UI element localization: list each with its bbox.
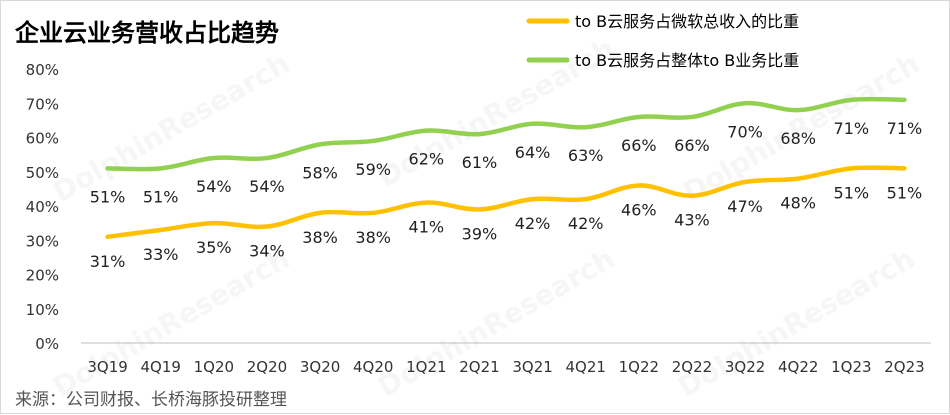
data-label: 58% bbox=[302, 163, 338, 182]
data-label: 42% bbox=[515, 214, 551, 233]
data-label: 38% bbox=[302, 228, 338, 247]
data-label: 59% bbox=[355, 160, 391, 179]
x-tick-label: 1Q22 bbox=[619, 358, 659, 376]
x-tick-label: 1Q20 bbox=[194, 358, 234, 376]
x-tick-label: 4Q21 bbox=[565, 358, 605, 376]
series-line-cloud-share-of-tob bbox=[105, 96, 907, 172]
data-label: 34% bbox=[249, 242, 285, 261]
data-label: 68% bbox=[780, 129, 816, 148]
data-label: 48% bbox=[780, 194, 816, 213]
y-tick-label: 40% bbox=[26, 198, 59, 216]
y-tick-label: 70% bbox=[26, 95, 59, 113]
y-tick-label: 50% bbox=[26, 164, 59, 182]
y-tick-label: 80% bbox=[26, 61, 59, 79]
legend-label: to B云服务占整体to B业务比重 bbox=[575, 51, 799, 70]
data-label: 33% bbox=[143, 245, 179, 264]
data-label: 66% bbox=[621, 136, 657, 155]
data-label: 61% bbox=[462, 153, 498, 172]
data-label: 47% bbox=[727, 197, 763, 216]
legend-label: to B云服务占微软总收入的比重 bbox=[575, 12, 799, 31]
data-label: 54% bbox=[196, 177, 232, 196]
watermark-text: DolphinResearch bbox=[372, 242, 620, 404]
data-label: 31% bbox=[90, 252, 126, 271]
data-label: 51% bbox=[887, 183, 923, 202]
x-tick-label: 3Q19 bbox=[87, 358, 127, 376]
chart-title: 企业云业务营收占比趋势 bbox=[15, 19, 279, 47]
data-label: 41% bbox=[409, 218, 445, 237]
x-tick-label: 2Q21 bbox=[459, 358, 499, 376]
y-tick-label: 10% bbox=[26, 301, 59, 319]
x-tick-label: 1Q23 bbox=[831, 358, 871, 376]
data-label: 46% bbox=[621, 200, 657, 219]
x-tick-label: 3Q22 bbox=[725, 358, 765, 376]
data-label: 51% bbox=[834, 183, 870, 202]
y-tick-label: 30% bbox=[26, 232, 59, 250]
data-label: 63% bbox=[568, 146, 604, 165]
watermark-text: DolphinResearch bbox=[47, 242, 295, 404]
data-label: 51% bbox=[90, 187, 126, 206]
x-tick-label: 4Q22 bbox=[778, 358, 818, 376]
source-note: 来源：公司财报、长桥海豚投研整理 bbox=[15, 390, 287, 410]
data-label: 70% bbox=[727, 122, 763, 141]
y-tick-label: 60% bbox=[26, 130, 59, 148]
x-tick-label: 3Q21 bbox=[512, 358, 552, 376]
data-label: 38% bbox=[355, 228, 391, 247]
data-label: 71% bbox=[887, 119, 923, 138]
x-tick-label: 2Q23 bbox=[884, 358, 924, 376]
data-label: 66% bbox=[674, 136, 710, 155]
watermark-text: DolphinResearch bbox=[672, 242, 920, 404]
data-label: 35% bbox=[196, 238, 232, 257]
x-tick-label: 3Q20 bbox=[300, 358, 340, 376]
data-label: 62% bbox=[409, 150, 445, 169]
data-label: 54% bbox=[249, 177, 285, 196]
data-label: 42% bbox=[568, 214, 604, 233]
y-tick-label: 0% bbox=[35, 335, 59, 353]
y-tick-label: 20% bbox=[26, 267, 59, 285]
data-label: 51% bbox=[143, 187, 179, 206]
x-tick-label: 1Q21 bbox=[406, 358, 446, 376]
x-tick-label: 4Q19 bbox=[140, 358, 180, 376]
x-tick-label: 2Q22 bbox=[672, 358, 712, 376]
data-label: 71% bbox=[834, 119, 870, 138]
x-tick-label: 4Q20 bbox=[353, 358, 393, 376]
data-label: 39% bbox=[462, 224, 498, 243]
data-label: 43% bbox=[674, 211, 710, 230]
series-line-cloud-share-of-total bbox=[105, 165, 907, 240]
x-tick-label: 2Q20 bbox=[247, 358, 287, 376]
data-label: 64% bbox=[515, 143, 551, 162]
